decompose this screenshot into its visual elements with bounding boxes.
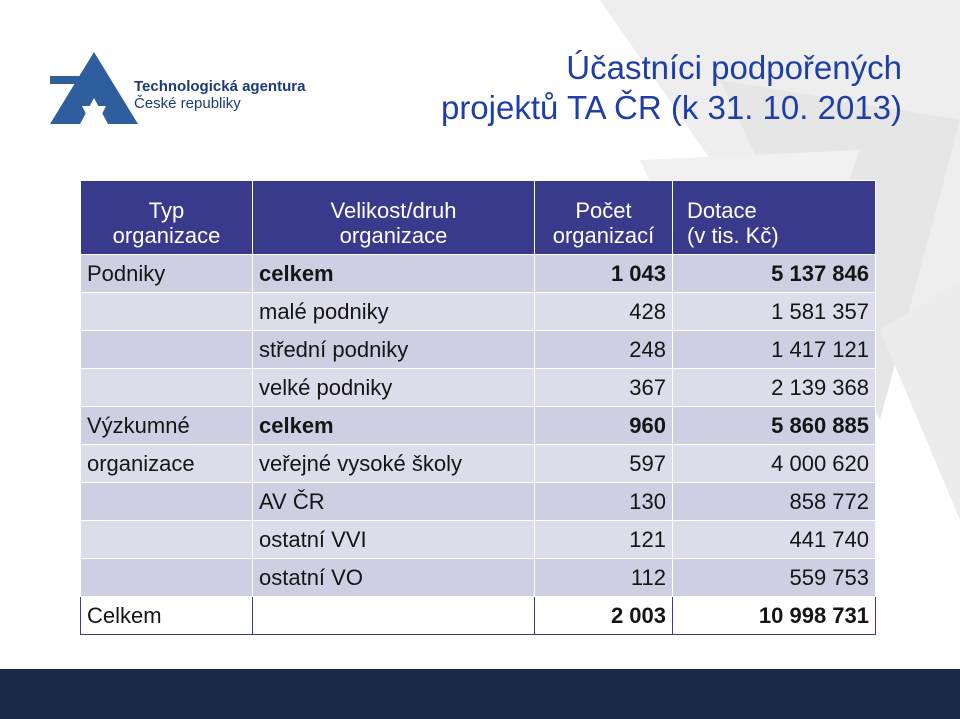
cell-type: Výzkumné — [80, 406, 253, 445]
table-row: malé podniky 428 1 581 357 — [80, 292, 876, 331]
table-row: ostatní VO 112 559 753 — [80, 558, 876, 597]
cell-kind: celkem — [252, 406, 535, 445]
logo-line-1: Technologická agentura — [134, 78, 306, 95]
title-line-2: projektů TA ČR (k 31. 10. 2013) — [440, 89, 902, 126]
header-kind-line-1: Velikost/druh — [330, 198, 457, 223]
cell-subsidy: 441 740 — [672, 520, 876, 559]
cell-kind: střední podniky — [252, 330, 535, 369]
participants-table: Typ organizace Velikost/druh organizace … — [80, 180, 876, 635]
header-subsidy-line-2: (v tis. Kč) — [687, 223, 779, 248]
cell-subsidy: 1 581 357 — [672, 292, 876, 331]
logo-text: Technologická agentura České republiky — [134, 78, 305, 112]
cell-type — [80, 368, 253, 407]
logo-line-2: České republiky — [134, 95, 241, 112]
cell-count: 960 — [534, 406, 673, 445]
header-kind-line-2: organizace — [339, 223, 448, 248]
cell-subsidy: 559 753 — [672, 558, 876, 597]
header-count-line-1: Počet — [575, 198, 632, 223]
total-label: Celkem — [80, 596, 253, 635]
cell-count: 130 — [534, 482, 673, 521]
header-type: Typ organizace — [80, 180, 253, 255]
cell-subsidy: 2 139 368 — [672, 368, 876, 407]
cell-type — [80, 330, 253, 369]
cell-type — [80, 558, 253, 597]
cell-count: 112 — [534, 558, 673, 597]
cell-subsidy: 5 860 885 — [672, 406, 876, 445]
table-row: Výzkumné celkem 960 5 860 885 — [80, 406, 876, 445]
table-row: velké podniky 367 2 139 368 — [80, 368, 876, 407]
header-count-line-2: organizací — [552, 223, 655, 248]
total-row: Celkem 2 003 10 998 731 — [80, 596, 876, 635]
title-line-1: Účastníci podpořených — [566, 49, 902, 86]
total-count: 2 003 — [534, 596, 673, 635]
cell-count: 597 — [534, 444, 673, 483]
cell-kind: malé podniky — [252, 292, 535, 331]
header-count: Počet organizací — [534, 180, 673, 255]
table-row: střední podniky 248 1 417 121 — [80, 330, 876, 369]
table-row: Podniky celkem 1 043 5 137 846 — [80, 254, 876, 293]
cell-count: 248 — [534, 330, 673, 369]
table-row: organizace veřejné vysoké školy 597 4 000 6… — [80, 444, 876, 483]
table-row: AV ČR 130 858 772 — [80, 482, 876, 521]
cell-kind: veřejné vysoké školy — [252, 444, 535, 483]
cell-subsidy: 858 772 — [672, 482, 876, 521]
cell-subsidy: 4 000 620 — [672, 444, 876, 483]
header-type-line-1: Typ — [148, 198, 185, 223]
table-row: ostatní VVI 121 441 740 — [80, 520, 876, 559]
total-subsidy: 10 998 731 — [672, 596, 876, 635]
tacr-logo-icon — [50, 52, 138, 124]
footer-bar — [0, 669, 960, 719]
header-type-line-2: organizace — [112, 223, 221, 248]
cell-kind: ostatní VO — [252, 558, 535, 597]
cell-kind: celkem — [252, 254, 535, 293]
cell-subsidy: 1 417 121 — [672, 330, 876, 369]
cell-count: 367 — [534, 368, 673, 407]
header-subsidy-line-1: Dotace — [687, 198, 757, 223]
cell-count: 428 — [534, 292, 673, 331]
cell-kind: ostatní VVI — [252, 520, 535, 559]
header-kind: Velikost/druh organizace — [252, 180, 535, 255]
page-title: Účastníci podpořených projektů TA ČR (k … — [302, 48, 902, 128]
cell-type — [80, 482, 253, 521]
cell-subsidy: 5 137 846 — [672, 254, 876, 293]
cell-count: 121 — [534, 520, 673, 559]
cell-count: 1 043 — [534, 254, 673, 293]
cell-type — [80, 520, 253, 559]
cell-type: organizace — [80, 444, 253, 483]
cell-kind: velké podniky — [252, 368, 535, 407]
total-empty — [252, 596, 535, 635]
cell-type — [80, 292, 253, 331]
table-header-row: Typ organizace Velikost/druh organizace … — [80, 180, 876, 255]
cell-kind: AV ČR — [252, 482, 535, 521]
header-subsidy: Dotace (v tis. Kč) — [672, 180, 876, 255]
cell-type: Podniky — [80, 254, 253, 293]
